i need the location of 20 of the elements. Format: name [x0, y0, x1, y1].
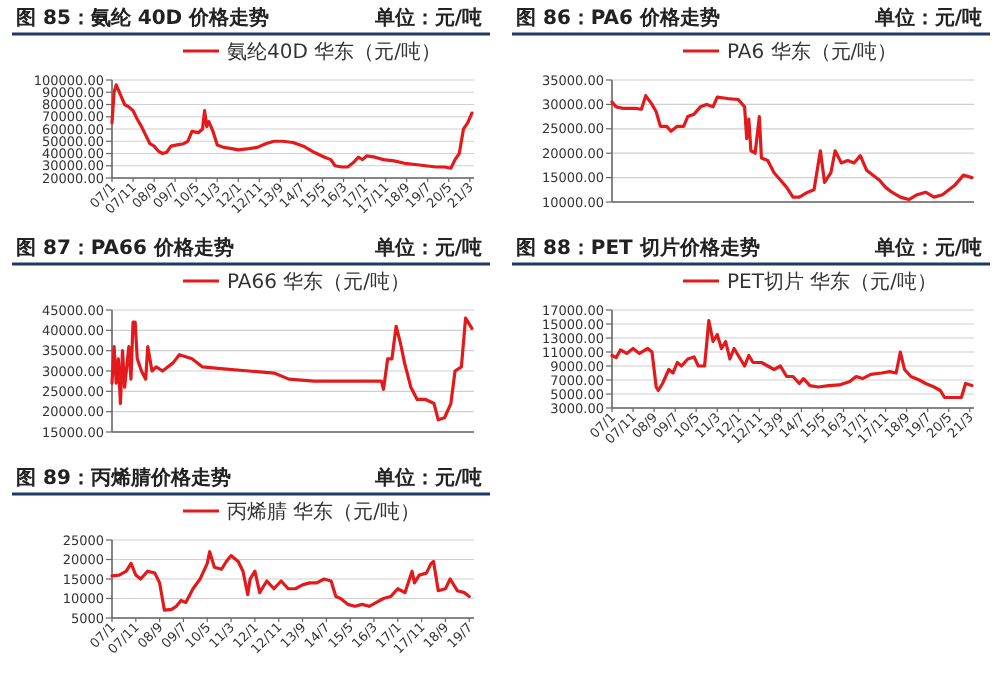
- legend-item: PA6 华东（元/吨）: [683, 42, 898, 64]
- chart-title: 图 86：PA6 价格走势: [516, 6, 720, 30]
- legend-item: 丙烯腈 华东（元/吨）: [183, 502, 421, 524]
- legend-item: PA66 华东（元/吨）: [183, 272, 411, 294]
- legend-label: PET切片 华东（元/吨）: [727, 270, 938, 294]
- legend-label: PA66 华东（元/吨）: [227, 270, 411, 294]
- chart-subtitle: 单位：元/吨: [372, 466, 482, 490]
- legend-label: 氨纶40D 华东（元/吨）: [227, 40, 441, 64]
- chart-subtitle: 单位：元/吨: [372, 236, 482, 260]
- chart-subtitle: 单位：元/吨: [872, 236, 982, 260]
- chart-subtitle: 单位：元/吨: [372, 6, 482, 30]
- legend-label: 丙烯腈 华东（元/吨）: [227, 500, 421, 524]
- chart-title: 图 87：PA66 价格走势: [16, 236, 234, 260]
- legend-item: PET切片 华东（元/吨）: [683, 272, 938, 294]
- legend-item: 氨纶40D 华东（元/吨）: [183, 42, 441, 64]
- chart-title: 图 88：PET 切片价格走势: [516, 236, 760, 260]
- chart-title: 图 85：氨纶 40D 价格走势: [16, 6, 270, 30]
- legend-label: PA6 华东（元/吨）: [727, 40, 898, 64]
- chart-title: 图 89：丙烯腈价格走势: [16, 466, 231, 490]
- chart-subtitle: 单位：元/吨: [872, 6, 982, 30]
